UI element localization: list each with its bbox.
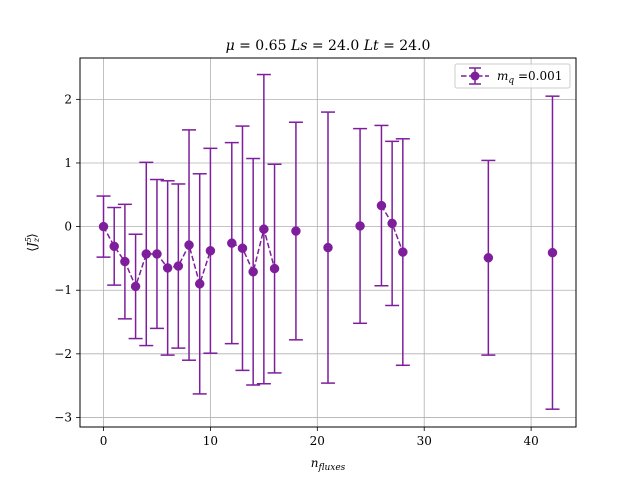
data-point [387, 218, 397, 229]
data-point [547, 247, 558, 258]
x-tick-label: 30 [417, 434, 432, 448]
plot-area-frame [79, 57, 577, 428]
legend-marker [470, 71, 480, 81]
data-point [109, 241, 119, 252]
data-point [141, 249, 152, 259]
data-point [227, 238, 237, 248]
y-tick-label: 2 [64, 92, 72, 106]
x-tick-label: 20 [310, 434, 325, 448]
data-point [194, 279, 205, 289]
legend-box [454, 63, 571, 89]
data-point [162, 263, 173, 273]
data-point [205, 246, 216, 256]
data-point [259, 224, 269, 234]
data-point [269, 263, 280, 274]
data-point [130, 281, 141, 292]
series-layer [96, 73, 560, 410]
y-tick-label: 0 [64, 220, 72, 234]
legend: mq =0.001 [454, 63, 571, 89]
data-point [248, 267, 258, 277]
data-point [483, 253, 494, 263]
data-point [184, 240, 194, 250]
data-point [173, 261, 184, 271]
x-tick-label: 0 [100, 434, 108, 448]
x-tick-label: 10 [203, 434, 218, 448]
data-point [355, 221, 365, 231]
data-point [398, 247, 408, 257]
data-point [152, 249, 162, 259]
data-point [376, 200, 387, 211]
data-point [291, 226, 301, 236]
data-point [98, 221, 109, 232]
legend-swatch [461, 67, 489, 85]
y-tick-label: −2 [54, 347, 72, 361]
data-point [237, 243, 248, 253]
y-tick-label: −3 [54, 410, 72, 424]
data-point [120, 256, 130, 267]
y-tick-label: 1 [64, 156, 72, 170]
axis-ticks: 0 10 20 30 40 −3 −2 −1 0 1 2 [54, 92, 538, 448]
y-tick-label: −1 [54, 283, 72, 297]
x-tick-label: 40 [523, 434, 538, 448]
data-point [323, 242, 333, 253]
x-axis-title: nfluxes [311, 456, 346, 473]
legend-label: mq =0.001 [497, 69, 562, 86]
chart-title: μ = 0.65 Ls = 24.0 Lt = 24.0 [226, 38, 431, 54]
y-axis-title: ⟨J5z⟩ [24, 233, 41, 252]
